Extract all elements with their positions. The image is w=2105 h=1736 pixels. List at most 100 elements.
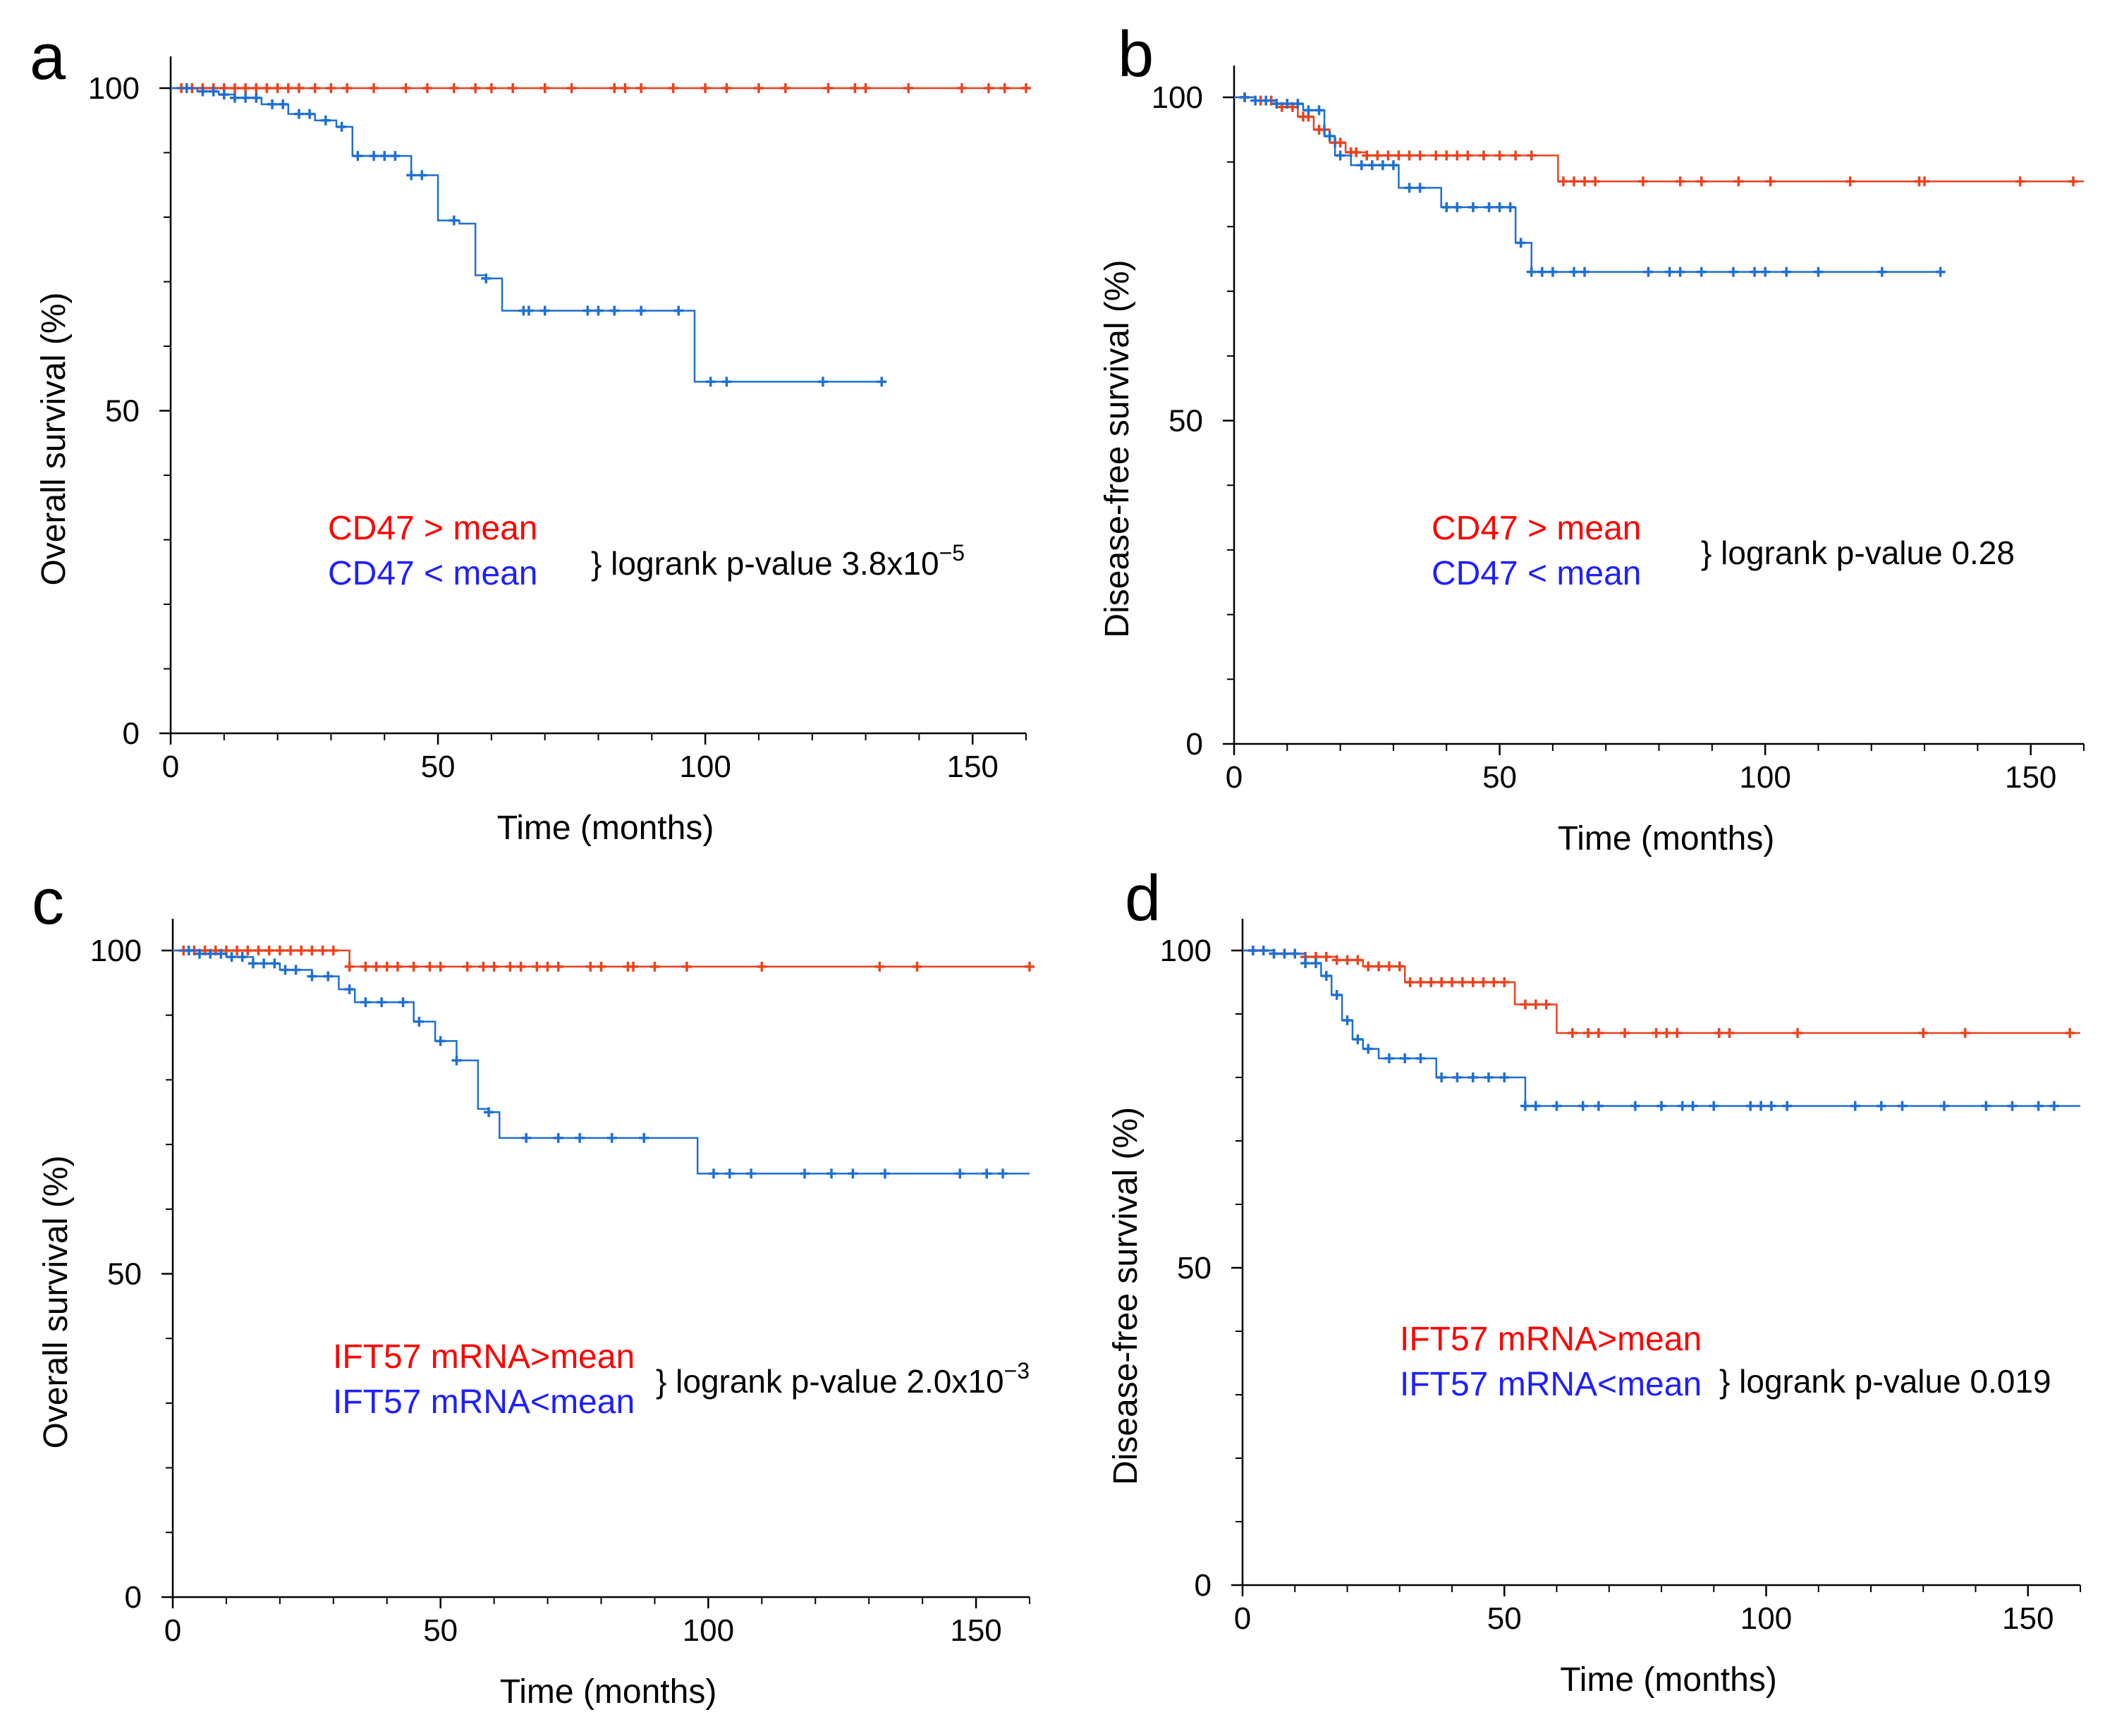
censor-mark-low: [1675, 267, 1685, 277]
censor-mark-low: [1353, 1034, 1363, 1044]
censor-mark-high: [1393, 150, 1404, 161]
logrank-exponent: −5: [939, 540, 965, 566]
censor-mark-high: [229, 83, 240, 93]
censor-mark-low: [219, 90, 229, 100]
censor-mark-high: [243, 946, 253, 955]
censor-mark-low: [1505, 202, 1515, 212]
x-tick-label: 150: [2005, 760, 2056, 795]
y-tick-label: 0: [125, 1580, 142, 1615]
censor-mark-high: [1331, 955, 1342, 965]
censor-mark-high: [1335, 137, 1346, 148]
x-tick-label: 100: [679, 750, 731, 784]
censor-mark-high: [449, 83, 459, 93]
censor-mark-low: [1415, 1053, 1426, 1063]
censor-mark-high: [823, 83, 834, 93]
censor-mark-high: [1845, 176, 1855, 187]
censor-mark-high: [1714, 1028, 1724, 1038]
censor-mark-low: [1876, 1101, 1886, 1111]
panel-letter-d: d: [1125, 862, 1161, 934]
censor-mark-high: [1353, 955, 1363, 965]
censor-mark-high: [957, 83, 968, 93]
censor-mark-low: [229, 92, 240, 103]
logrank-text: } logrank p-value 0.28: [1701, 534, 2015, 571]
censor-mark-low: [1269, 948, 1279, 959]
censor-mark-high: [382, 961, 392, 972]
censor-mark-low: [1324, 131, 1335, 142]
censor-mark-high: [401, 83, 411, 93]
censor-mark-high: [1494, 150, 1505, 161]
censor-mark-low: [539, 305, 550, 316]
censor-mark-high: [721, 83, 732, 93]
panel-c: c 0 50 100 0 50 100 150 Time (months) Overall sur…: [32, 866, 1035, 1711]
censor-mark-low: [708, 1168, 719, 1179]
censor-mark-low: [240, 92, 251, 103]
x-tick-label: 100: [1739, 760, 1790, 795]
censor-mark-high: [1696, 176, 1707, 187]
censor-mark-low: [305, 109, 315, 119]
censor-mark-high: [1384, 961, 1394, 972]
censor-mark-high: [1567, 1028, 1578, 1038]
censor-mark-low: [575, 1132, 585, 1143]
censor-mark-low: [1303, 105, 1314, 116]
censor-mark-high: [1960, 1028, 1970, 1038]
censor-mark-high: [1580, 176, 1590, 187]
censor-mark-low: [1290, 948, 1300, 959]
censor-mark-low: [800, 1168, 810, 1179]
censor-mark-high: [1374, 961, 1384, 972]
censor-mark-low: [724, 1168, 735, 1179]
censor-mark-high: [422, 83, 432, 93]
censor-mark-low: [1468, 202, 1478, 212]
censor-mark-low: [183, 946, 194, 955]
censor-mark-low: [237, 952, 248, 962]
x-tick-label: 0: [1234, 1601, 1251, 1636]
censor-mark-low: [1250, 95, 1261, 106]
censor-mark-low: [197, 86, 208, 97]
censor-mark-high: [539, 83, 550, 93]
censor-mark-low: [1569, 267, 1579, 277]
censor-mark-high: [1724, 1028, 1735, 1038]
censor-mark-low: [1877, 267, 1887, 277]
x-tick-label: 0: [1226, 760, 1243, 795]
panel-d: d 0 50 100 0 50 100 150 Time (months) Disease-fre…: [1107, 862, 2081, 1699]
censor-mark-low: [817, 377, 828, 387]
censor-mark-high: [240, 83, 251, 93]
censor-mark-high: [1672, 1028, 1683, 1038]
censor-mark-high: [566, 83, 577, 93]
censor-mark-low: [1939, 1101, 1949, 1111]
x-tick-label: 50: [423, 1613, 458, 1648]
censor-mark-low: [449, 215, 459, 226]
x-tick-label: 100: [683, 1613, 734, 1648]
censor-mark-low: [390, 151, 401, 161]
censor-mark-high: [1590, 176, 1601, 187]
censor-mark-high: [232, 946, 243, 955]
censor-mark-low: [955, 1168, 965, 1179]
x-tick-label: 0: [164, 1613, 181, 1648]
censor-mark-high: [1675, 176, 1685, 187]
censor-mark-high: [486, 83, 496, 93]
censor-mark-high: [1651, 1028, 1661, 1038]
y-tick-label: 100: [1152, 80, 1203, 115]
censor-mark-low: [307, 971, 317, 982]
censor-mark-high: [1457, 977, 1468, 987]
censor-mark-high: [912, 961, 922, 972]
censor-mark-low: [1580, 267, 1590, 277]
censor-mark-high: [326, 83, 336, 93]
censor-mark-high: [1342, 955, 1353, 965]
censor-mark-high: [553, 961, 563, 972]
x-axis-title: Time (months): [497, 809, 714, 847]
censor-mark-low: [208, 86, 219, 97]
censor-mark-high: [1468, 977, 1478, 987]
legend-entry-high: IFT57 mRNA>mean: [333, 1338, 635, 1376]
censor-mark-low: [1897, 1101, 1908, 1111]
censor-mark-high: [983, 83, 994, 93]
censor-mark-low: [2007, 1101, 2018, 1111]
censor-mark-high: [1793, 1028, 1803, 1038]
censor-mark-low: [280, 965, 291, 975]
censor-mark-high: [860, 83, 871, 93]
censor-mark-low: [1271, 99, 1282, 109]
x-tick-label: 50: [421, 750, 456, 784]
censor-mark-low: [1499, 1072, 1510, 1082]
censor-mark-low: [848, 1168, 858, 1179]
censor-mark-high: [1447, 977, 1457, 987]
censor-mark-high: [620, 83, 630, 93]
